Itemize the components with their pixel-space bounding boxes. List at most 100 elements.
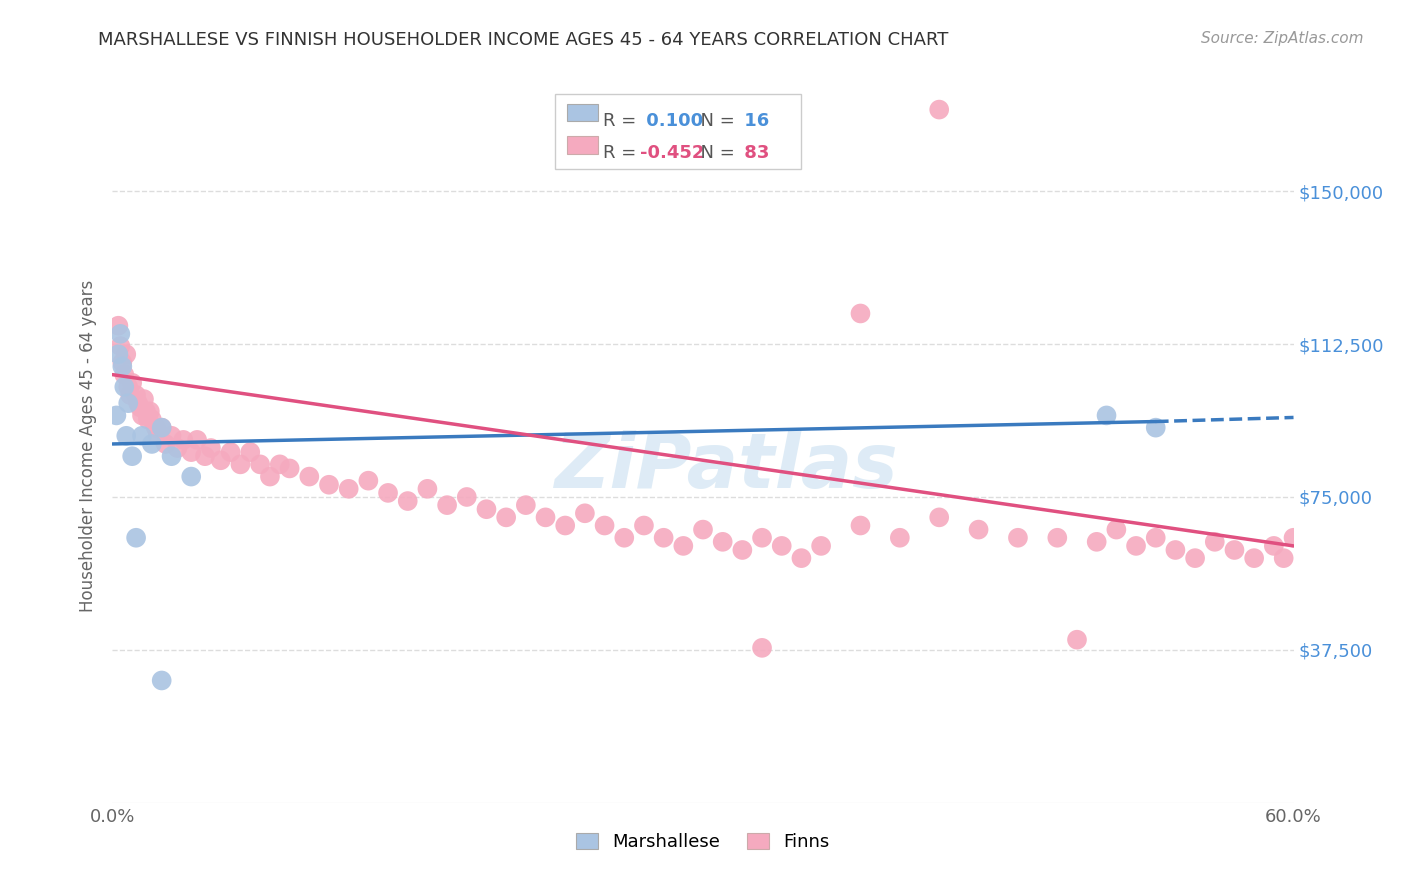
- Point: [377, 486, 399, 500]
- Point: [1144, 420, 1167, 434]
- Point: [141, 437, 163, 451]
- Point: [150, 420, 173, 434]
- Point: [107, 347, 129, 361]
- Point: [150, 673, 173, 688]
- Text: Source: ZipAtlas.com: Source: ZipAtlas.com: [1201, 31, 1364, 46]
- Point: [849, 518, 872, 533]
- Point: [1282, 531, 1305, 545]
- Point: [1007, 531, 1029, 545]
- Point: [790, 551, 813, 566]
- Point: [1125, 539, 1147, 553]
- Point: [172, 433, 194, 447]
- Point: [209, 453, 232, 467]
- Point: [129, 401, 152, 415]
- Point: [125, 531, 148, 545]
- Point: [131, 409, 153, 423]
- Point: [127, 396, 149, 410]
- Point: [475, 502, 498, 516]
- Point: [239, 445, 262, 459]
- Point: [1095, 409, 1118, 423]
- Point: [139, 404, 162, 418]
- Point: [1105, 523, 1128, 537]
- Point: [357, 474, 380, 488]
- Point: [278, 461, 301, 475]
- Point: [1164, 543, 1187, 558]
- Text: MARSHALLESE VS FINNISH HOUSEHOLDER INCOME AGES 45 - 64 YEARS CORRELATION CHART: MARSHALLESE VS FINNISH HOUSEHOLDER INCOM…: [98, 31, 949, 49]
- Point: [125, 388, 148, 402]
- Point: [194, 449, 217, 463]
- Point: [534, 510, 557, 524]
- Point: [1066, 632, 1088, 647]
- Point: [186, 433, 208, 447]
- Point: [249, 458, 271, 472]
- Point: [298, 469, 321, 483]
- Point: [131, 429, 153, 443]
- Text: R =: R =: [603, 144, 637, 161]
- Point: [132, 392, 155, 406]
- Point: [495, 510, 517, 524]
- Point: [219, 445, 242, 459]
- Point: [1223, 543, 1246, 558]
- Point: [1243, 551, 1265, 566]
- Point: [150, 420, 173, 434]
- Point: [136, 412, 159, 426]
- Point: [111, 355, 134, 369]
- Point: [180, 469, 202, 483]
- Point: [711, 534, 734, 549]
- Point: [105, 409, 128, 423]
- Text: 0.100: 0.100: [640, 112, 703, 129]
- Point: [115, 347, 138, 361]
- Point: [456, 490, 478, 504]
- Text: N =: N =: [689, 144, 735, 161]
- Point: [155, 437, 177, 451]
- Point: [593, 518, 616, 533]
- Point: [751, 531, 773, 545]
- Point: [111, 359, 134, 374]
- Y-axis label: Householder Income Ages 45 - 64 years: Householder Income Ages 45 - 64 years: [79, 280, 97, 612]
- Point: [928, 510, 950, 524]
- Point: [692, 523, 714, 537]
- Point: [146, 429, 169, 443]
- Text: 16: 16: [738, 112, 769, 129]
- Point: [112, 380, 135, 394]
- Point: [967, 523, 990, 537]
- Point: [115, 429, 138, 443]
- Point: [120, 388, 142, 402]
- Point: [1046, 531, 1069, 545]
- Point: [160, 449, 183, 463]
- Point: [613, 531, 636, 545]
- Point: [751, 640, 773, 655]
- Point: [200, 441, 222, 455]
- Point: [141, 412, 163, 426]
- Point: [121, 376, 143, 390]
- Point: [810, 539, 832, 553]
- Point: [117, 396, 139, 410]
- Point: [1272, 551, 1295, 566]
- Text: N =: N =: [689, 112, 735, 129]
- Point: [731, 543, 754, 558]
- Point: [849, 306, 872, 320]
- Point: [1144, 531, 1167, 545]
- Point: [337, 482, 360, 496]
- Point: [889, 531, 911, 545]
- Text: -0.452: -0.452: [640, 144, 704, 161]
- Point: [396, 494, 419, 508]
- Point: [652, 531, 675, 545]
- Point: [928, 103, 950, 117]
- Point: [110, 326, 132, 341]
- Point: [574, 506, 596, 520]
- Point: [117, 380, 139, 394]
- Point: [121, 449, 143, 463]
- Point: [672, 539, 695, 553]
- Point: [160, 429, 183, 443]
- Point: [770, 539, 793, 553]
- Point: [107, 318, 129, 333]
- Point: [259, 469, 281, 483]
- Point: [416, 482, 439, 496]
- Point: [166, 441, 188, 455]
- Point: [112, 368, 135, 382]
- Point: [1085, 534, 1108, 549]
- Legend: Marshallese, Finns: Marshallese, Finns: [569, 825, 837, 858]
- Point: [633, 518, 655, 533]
- Point: [269, 458, 291, 472]
